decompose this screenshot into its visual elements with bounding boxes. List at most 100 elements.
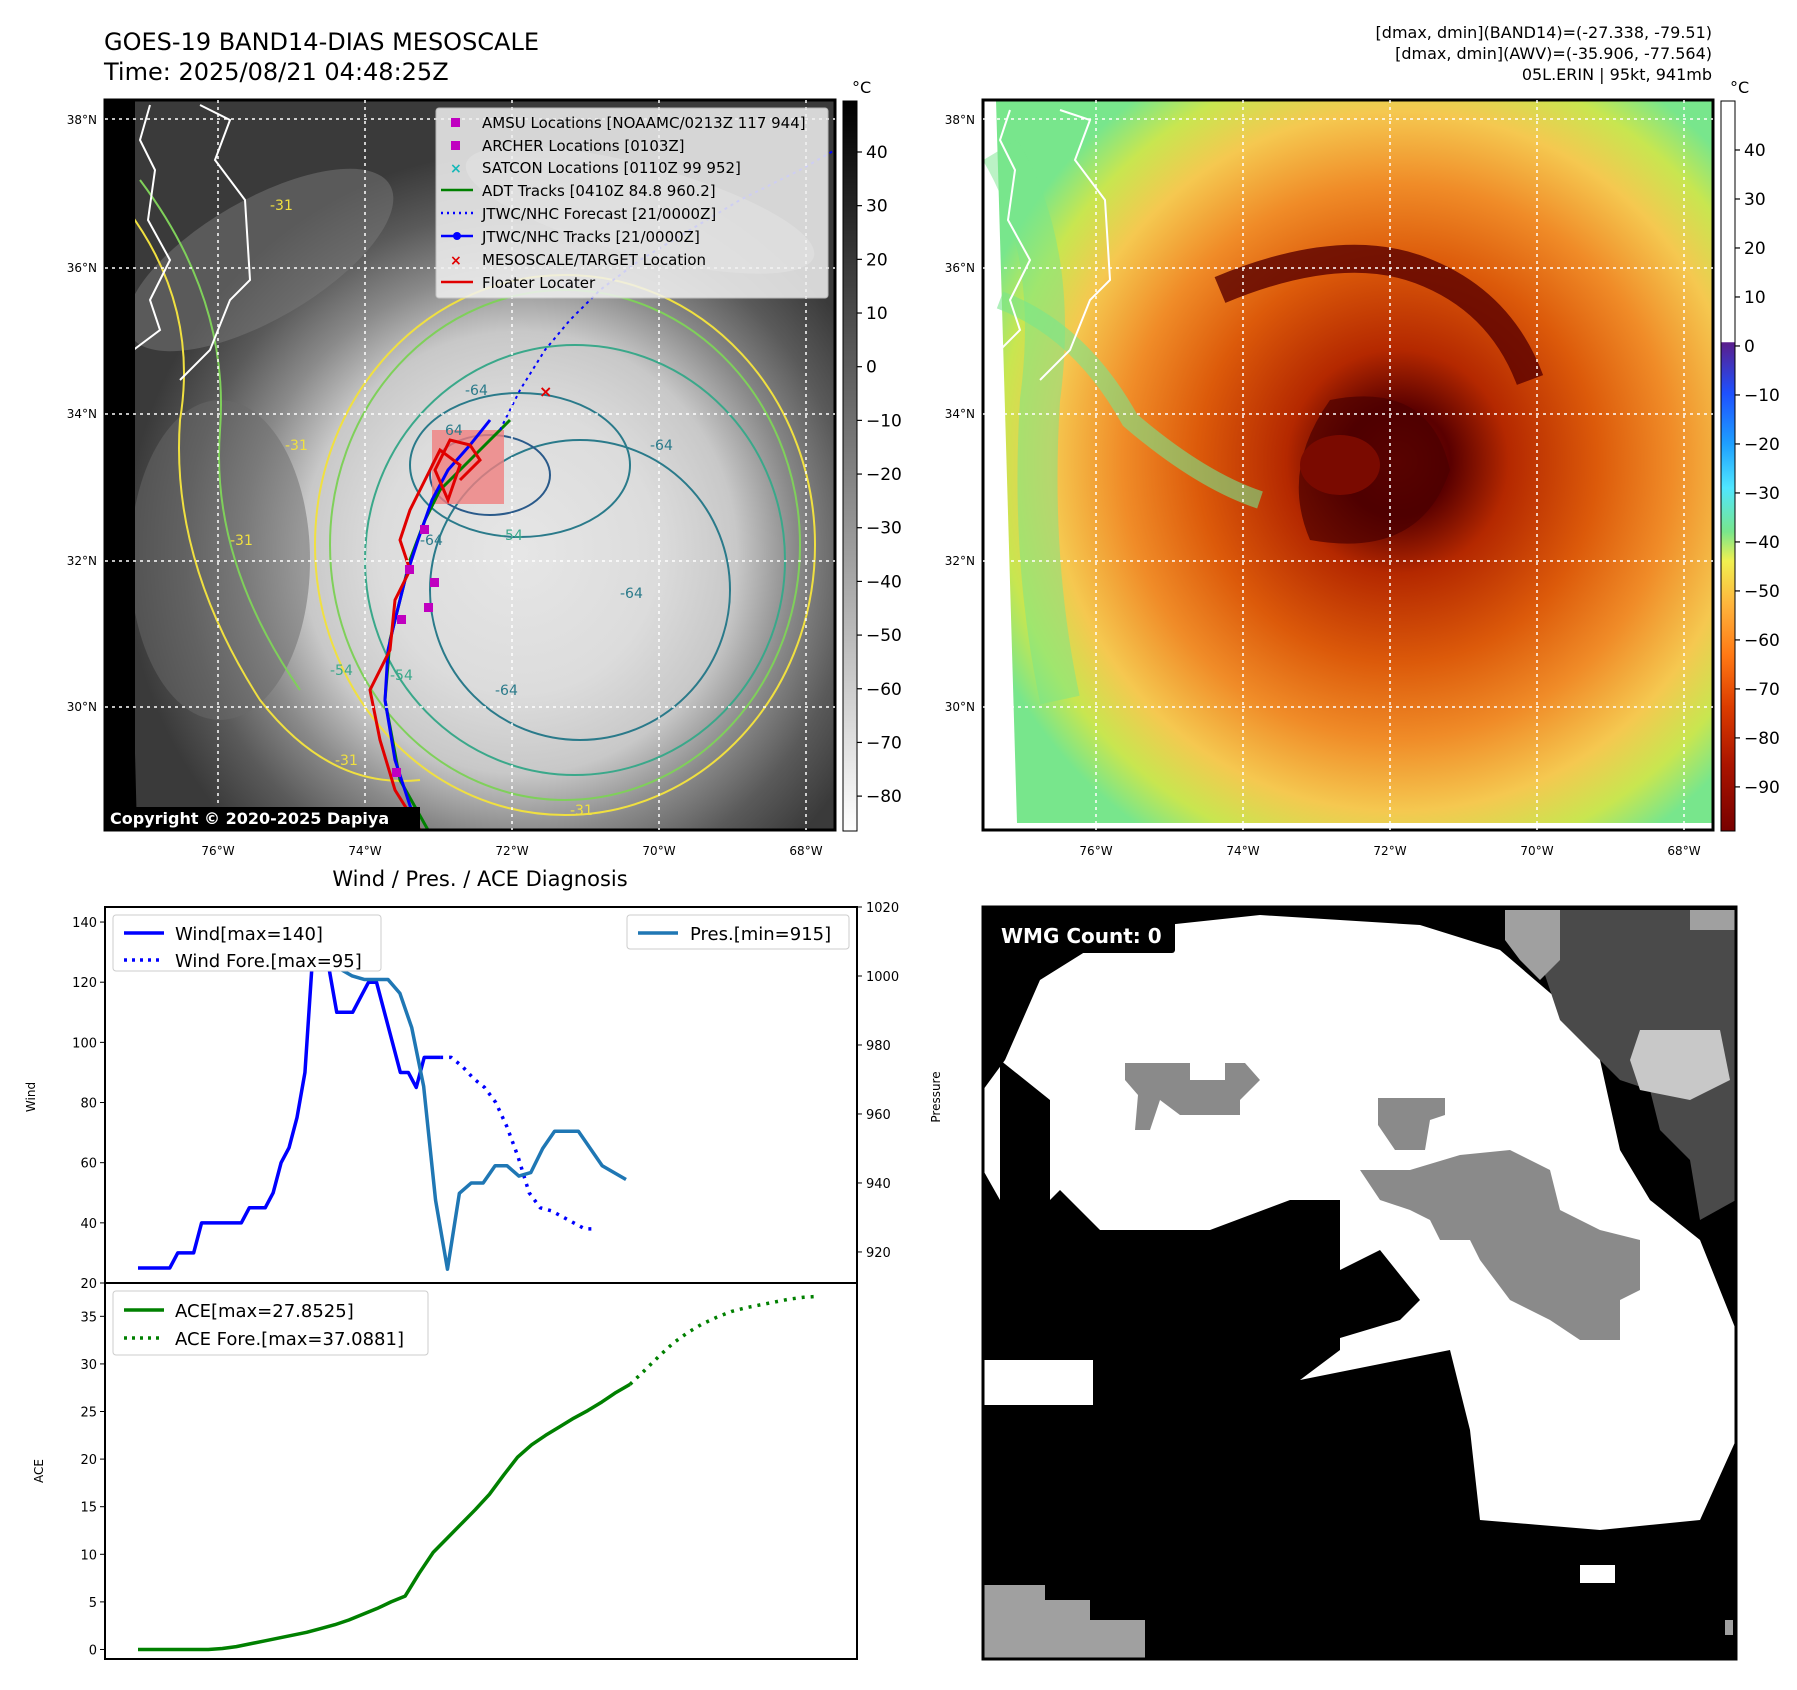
- lat-label: 32°N: [67, 554, 97, 568]
- wind-tick-label: 120: [72, 976, 97, 991]
- lon-label: 68°W: [1667, 844, 1700, 858]
- contour-label: -64: [465, 383, 488, 399]
- gray-map-lon-labels: 76°W 74°W 72°W 70°W 68°W: [201, 844, 822, 858]
- colorbar-tick-label: −60: [866, 680, 902, 700]
- contour-label: -54: [500, 528, 523, 544]
- legend: AMSU Locations [NOAAMC/0213Z 117 944] AR…: [435, 107, 829, 299]
- lon-label: 76°W: [1079, 844, 1112, 858]
- contour-label: -64: [495, 683, 518, 699]
- color-colorbar-ticks: 40 30 20 10 0 −10 −20 −30 −40 −50 −60 −70 −80 −90: [1735, 141, 1780, 798]
- contour-label: -31: [270, 198, 293, 214]
- lat-label: 36°N: [945, 261, 975, 275]
- colorbar-tick-label: −10: [1744, 386, 1780, 406]
- pressure-tick-label: 1020: [866, 901, 899, 916]
- lat-label: 30°N: [945, 700, 975, 714]
- legend-ace: ACE[max=27.8525]: [175, 1301, 354, 1322]
- contour-label: -64: [620, 586, 643, 602]
- gray-map-frame: [103, 98, 837, 832]
- ace-tick-label: 5: [89, 1596, 97, 1611]
- legend-archer: ARCHER Locations [0103Z]: [482, 137, 685, 155]
- color-colorbar-unit: °C: [1730, 78, 1749, 97]
- colorbar-tick-label: −90: [1744, 778, 1780, 798]
- lon-label: 76°W: [201, 844, 234, 858]
- ace-plot: 0 5 10 15 20 25 30 35: [80, 1294, 819, 1658]
- pressure-tick-label: 920: [866, 1246, 891, 1261]
- wind-tick-label: 20: [80, 1277, 97, 1292]
- pressure-ylabel: Pressure: [929, 1071, 943, 1122]
- legend-satcon: SATCON Locations [0110Z 99 952]: [482, 159, 741, 177]
- legend-adt: ADT Tracks [0410Z 84.8 960.2]: [482, 182, 716, 200]
- contour-label: -31: [230, 533, 253, 549]
- legend-tracks-dot: [453, 232, 461, 240]
- title-line1: GOES-19 BAND14-DIAS MESOSCALE: [104, 28, 539, 56]
- legend-archer-marker: [451, 141, 460, 150]
- colorbar-tick-label: −80: [1744, 729, 1780, 749]
- legend-wind: Wind[max=140]: [175, 924, 323, 945]
- colorbar-tick-label: −30: [1744, 484, 1780, 504]
- ace-tick-label: 25: [80, 1406, 97, 1421]
- colorbar-tick-label: −40: [1744, 533, 1780, 553]
- dmax-awv: [dmax, dmin](AWV)=(-35.906, -77.564): [1395, 44, 1712, 63]
- colorbar-tick-label: 0: [1744, 337, 1755, 357]
- legend-amsu-marker: [451, 118, 460, 127]
- ace-line: [138, 1382, 631, 1652]
- lon-label: 68°W: [789, 844, 822, 858]
- color-colorbar: [1720, 100, 1736, 832]
- color-map-lon-labels: 76°W 74°W 72°W 70°W 68°W: [1079, 844, 1700, 858]
- legend-ace-fore: ACE Fore.[max=37.0881]: [175, 1329, 404, 1350]
- wind-tick-label: 60: [80, 1157, 97, 1172]
- colorbar-tick-label: −70: [866, 733, 902, 753]
- diagnosis-title: Wind / Pres. / ACE Diagnosis: [332, 867, 627, 891]
- ace-tick-label: 30: [80, 1358, 97, 1373]
- lat-label: 38°N: [67, 113, 97, 127]
- title-line2: Time: 2025/08/21 04:48:25Z: [103, 58, 449, 86]
- colorbar-tick-label: 20: [866, 250, 888, 270]
- pressure-tick-label: 940: [866, 1177, 891, 1192]
- colorbar-tick-label: 10: [1744, 288, 1766, 308]
- colorbar-tick-label: −50: [1744, 582, 1780, 602]
- pressure-tick-label: 1000: [866, 970, 899, 985]
- colorbar-tick-label: −20: [866, 465, 902, 485]
- lat-label: 32°N: [945, 554, 975, 568]
- legend-satcon-marker: ×: [450, 161, 462, 177]
- colorbar-tick-label: −20: [1744, 435, 1780, 455]
- colorbar-tick-label: −40: [866, 572, 902, 592]
- contour-label: 64: [445, 423, 463, 439]
- ace-tick-label: 10: [80, 1548, 97, 1563]
- gray-colorbar-ticks: 40 30 20 10 0 −10 −20 −30 −40 −50 −60 −70 −80: [857, 143, 902, 807]
- legend-floater: Floater Locater: [482, 274, 596, 292]
- ace-ylabel: ACE: [32, 1459, 46, 1483]
- legend-amsu: AMSU Locations [NOAAMC/0213Z 117 944]: [482, 114, 806, 132]
- copyright-box: [105, 807, 420, 830]
- copyright: Copyright © 2020-2025 Dapiya: [110, 809, 389, 828]
- color-map-frame: [981, 98, 1715, 832]
- wind-line: [138, 920, 441, 1270]
- svg-text:×: ×: [539, 382, 552, 401]
- lat-label: 30°N: [67, 700, 97, 714]
- wind-tick-label: 100: [72, 1036, 97, 1051]
- color-ir-map: [983, 100, 1713, 830]
- colorbar-tick-label: −80: [866, 787, 902, 807]
- lat-label: 38°N: [945, 113, 975, 127]
- contour-label: -54: [390, 668, 413, 684]
- lon-label: 72°W: [1373, 844, 1406, 858]
- wind-tick-label: 140: [72, 916, 97, 931]
- wmg-count: WMG Count: 0: [1001, 924, 1162, 948]
- storm-info: 05L.ERIN | 95kt, 941mb: [1522, 65, 1712, 84]
- gray-map-lat-labels: 38°N 36°N 34°N 32°N 30°N: [67, 113, 97, 714]
- ace-legend: ACE[max=27.8525] ACE Fore.[max=37.0881]: [112, 1290, 429, 1356]
- lon-label: 70°W: [642, 844, 675, 858]
- lat-label: 36°N: [67, 261, 97, 275]
- lon-label: 72°W: [495, 844, 528, 858]
- legend-target: MESOSCALE/TARGET Location: [482, 251, 706, 269]
- dmax-band14: [dmax, dmin](BAND14)=(-27.338, -79.51): [1376, 23, 1712, 42]
- ace-tick-label: 35: [80, 1310, 97, 1325]
- legend-target-marker: ×: [450, 253, 462, 269]
- legend-tracks: JTWC/NHC Tracks [21/0000Z]: [481, 228, 700, 246]
- lat-label: 34°N: [67, 407, 97, 421]
- contour-labels: -31 -31 -31 -31 -31 -54 -54 -54 -64 -64 …: [230, 198, 673, 819]
- colorbar-tick-label: 30: [1744, 190, 1766, 210]
- gray-colorbar: [842, 100, 858, 832]
- wmg-panel: WMG Count: 0: [981, 905, 1738, 1661]
